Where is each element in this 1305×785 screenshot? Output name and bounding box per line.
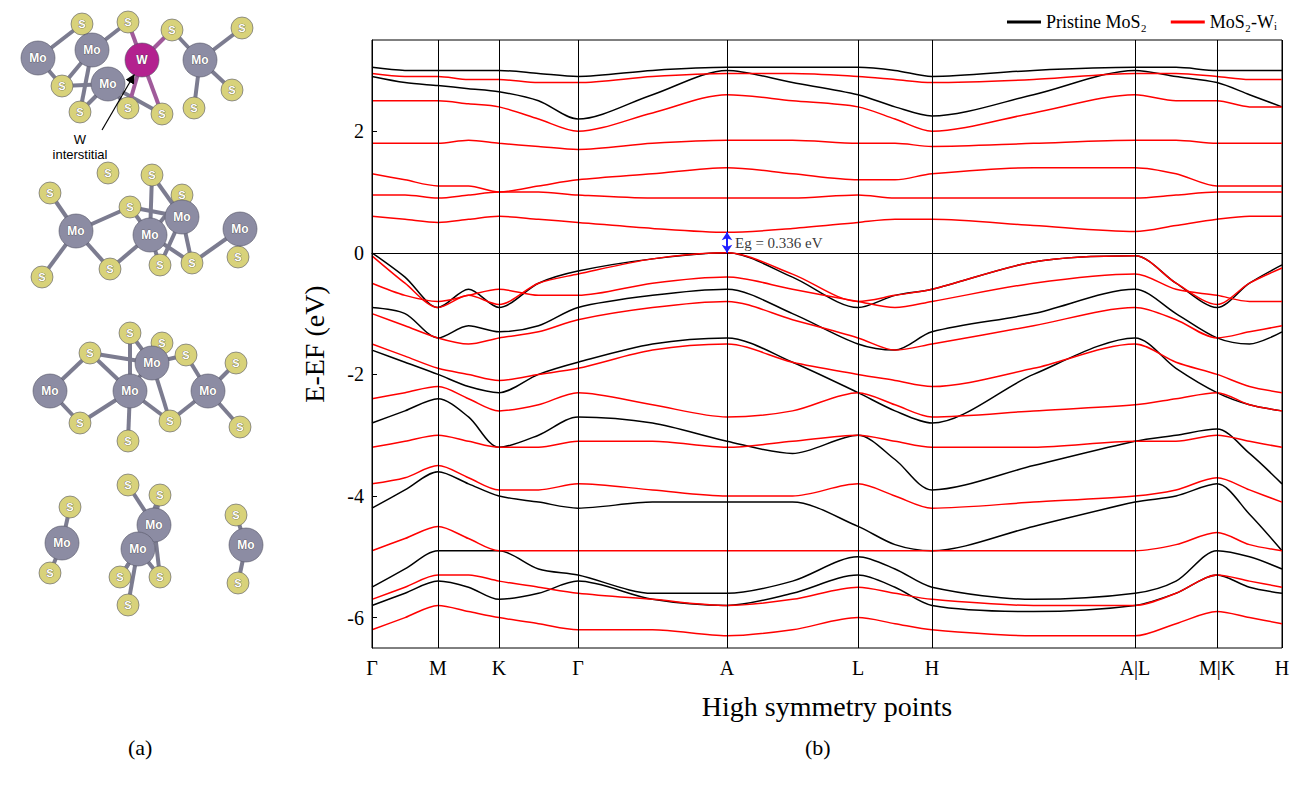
svg-text:S: S [46,187,53,199]
svg-text:Mo: Mo [199,384,216,398]
html-text:(b): (b) [805,735,831,760]
svg-text:S: S [188,257,195,269]
svg-text:A: A [720,657,735,679]
svg-text:S: S [124,16,131,28]
svg-text:Mo: Mo [129,542,146,556]
svg-text:2: 2 [354,120,364,142]
svg-text:S: S [178,189,185,201]
svg-text:S: S [238,22,245,34]
svg-text:S: S [236,421,243,433]
svg-text:-2: -2 [347,363,364,385]
svg-text:S: S [106,263,113,275]
svg-text:S: S [116,571,123,583]
svg-text:Mo: Mo [121,384,138,398]
svg-text:S: S [126,201,133,213]
svg-text:Mo: Mo [99,77,116,91]
svg-text:S: S [168,24,175,36]
svg-text:S: S [158,108,165,120]
svg-text:S: S [228,84,235,96]
svg-text:MoS₂-Wᵢ: MoS₂-Wᵢ [1210,12,1277,32]
svg-text:S: S [232,509,239,521]
svg-text:Mo: Mo [29,51,46,65]
svg-text:S: S [58,80,65,92]
svg-text:Mo: Mo [143,356,160,370]
svg-text:S: S [78,18,85,30]
svg-text:H: H [925,657,939,679]
svg-text:S: S [86,347,93,359]
svg-text:Mo: Mo [145,518,162,532]
svg-text:S: S [158,337,165,349]
svg-text:Winterstitial: Winterstitial [53,132,108,162]
svg-text:S: S [182,349,189,361]
svg-text:-6: -6 [347,607,364,629]
svg-text:A|L: A|L [1120,657,1151,680]
svg-text:S: S [124,102,131,114]
svg-text:K: K [492,657,507,679]
svg-text:S: S [38,271,45,283]
svg-text:S: S [124,435,131,447]
svg-text:H: H [1275,657,1289,679]
svg-text:S: S [76,106,83,118]
svg-text:Mo: Mo [231,222,248,236]
svg-text:W: W [136,53,148,67]
svg-text:S: S [190,102,197,114]
svg-text:Eg = 0.336 eV: Eg = 0.336 eV [735,235,823,251]
svg-text:S: S [124,599,131,611]
html-text:(a): (a) [128,735,153,760]
svg-text:S: S [156,259,163,271]
svg-text:S: S [156,571,163,583]
svg-text:S: S [46,567,53,579]
svg-text:M: M [429,657,447,679]
svg-text:E-EF (eV): E-EF (eV) [299,285,330,402]
svg-text:S: S [234,251,241,263]
svg-text:Mo: Mo [41,384,58,398]
svg-text:Mo: Mo [83,43,100,57]
svg-text:S: S [234,577,241,589]
svg-text:Mo: Mo [141,228,158,242]
svg-text:Mo: Mo [191,53,208,67]
svg-text:S: S [76,417,83,429]
svg-text:Mo: Mo [67,224,84,238]
svg-text:L: L [852,657,864,679]
svg-text:Pristine MoS₂: Pristine MoS₂ [1046,12,1147,32]
svg-text:Γ: Γ [572,657,584,679]
svg-text:Mo: Mo [173,210,190,224]
svg-text:Mo: Mo [237,538,254,552]
svg-text:S: S [232,357,239,369]
svg-text:0: 0 [354,242,364,264]
svg-text:High symmetry points: High symmetry points [702,691,952,722]
svg-text:S: S [124,479,131,491]
svg-text:S: S [104,167,111,179]
svg-text:Γ: Γ [366,657,378,679]
svg-text:S: S [156,489,163,501]
svg-text:Mo: Mo [53,536,70,550]
svg-text:S: S [148,169,155,181]
svg-text:S: S [166,415,173,427]
svg-text:S: S [66,501,73,513]
svg-text:S: S [126,327,133,339]
svg-text:M|K: M|K [1199,657,1236,680]
svg-text:-4: -4 [347,485,364,507]
